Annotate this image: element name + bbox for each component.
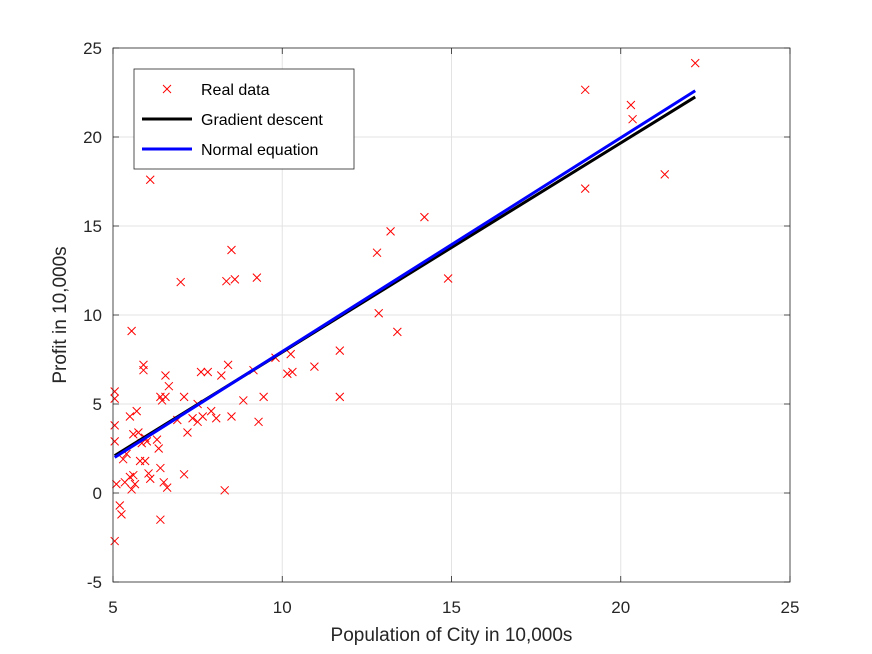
data-point (386, 226, 395, 236)
data-point (156, 515, 165, 525)
data-point (420, 212, 429, 222)
data-point (206, 406, 216, 416)
data-point (134, 428, 143, 437)
data-point (690, 58, 700, 68)
data-point (335, 392, 345, 402)
data-point (660, 170, 670, 179)
x-tick-label: 15 (442, 598, 461, 617)
data-point (254, 417, 263, 427)
data-point (117, 510, 126, 519)
y-tick-label: 5 (93, 395, 102, 414)
data-point (110, 437, 120, 446)
legend: Real data Gradient descent Normal equati… (133, 68, 355, 170)
data-point (127, 326, 136, 336)
data-point (140, 456, 150, 466)
data-point (203, 367, 213, 377)
data-point (372, 248, 382, 258)
data-point (110, 387, 120, 396)
data-point (238, 396, 248, 405)
data-point (288, 367, 297, 377)
data-point (112, 479, 121, 489)
data-point (164, 381, 174, 391)
data-point (110, 536, 120, 546)
data-point (580, 184, 590, 193)
data-point (188, 413, 197, 423)
data-point (110, 394, 120, 404)
data-point (125, 412, 135, 421)
data-point (183, 428, 192, 437)
y-tick-label: 20 (83, 128, 102, 147)
y-tick-label: 15 (83, 217, 102, 236)
axis-ticks: 5 10 15 20 25 -5 0 5 10 15 20 25 (83, 39, 799, 617)
data-point (176, 277, 186, 287)
x-tick-label: 20 (611, 598, 630, 617)
data-point (128, 470, 138, 480)
y-axis-label: Profit in 10,000s (50, 246, 71, 383)
normal-equation-line (113, 89, 697, 459)
data-point (628, 114, 637, 124)
data-point (580, 85, 590, 95)
data-point (282, 369, 292, 379)
data-point (154, 444, 164, 453)
data-point (223, 360, 233, 370)
data-point (118, 454, 128, 464)
data-point (127, 485, 136, 494)
data-point (374, 308, 384, 318)
data-point (159, 477, 169, 487)
data-point (198, 412, 208, 421)
data-point (161, 392, 170, 402)
data-point (227, 412, 236, 421)
data-point (145, 474, 155, 484)
legend-label-real-data: Real data (201, 82, 270, 99)
data-point (335, 346, 345, 355)
data-point (227, 245, 236, 255)
data-point (139, 365, 148, 375)
data-point (259, 392, 268, 402)
data-point (152, 435, 162, 444)
data-point (132, 406, 142, 416)
y-tick-label: 0 (93, 484, 102, 503)
x-tick-label: 25 (781, 598, 800, 617)
x-axis-label: Population of City in 10,000s (331, 625, 573, 646)
data-point (162, 483, 172, 493)
data-point (230, 275, 240, 284)
data-point (115, 501, 125, 510)
data-point (310, 362, 319, 371)
x-tick-label: 10 (273, 598, 292, 617)
data-point (161, 371, 170, 380)
data-point (222, 276, 231, 286)
data-point (179, 392, 189, 402)
scatter-points (110, 58, 700, 546)
y-tick-label: -5 (87, 573, 102, 592)
data-point (216, 371, 226, 380)
data-point (220, 485, 230, 495)
data-point (392, 327, 402, 337)
data-point (179, 469, 189, 479)
data-point (443, 274, 453, 283)
data-point (145, 175, 155, 185)
data-point (626, 100, 636, 110)
legend-label-gradient-descent: Gradient descent (201, 112, 323, 129)
y-tick-label: 25 (83, 39, 102, 58)
legend-label-normal-equation: Normal equation (201, 142, 318, 159)
fit-lines (113, 89, 697, 459)
data-point (130, 479, 140, 489)
x-tick-label: 5 (108, 598, 117, 617)
data-point (286, 349, 296, 359)
data-point (110, 421, 120, 430)
data-point (252, 273, 262, 282)
data-point (196, 367, 206, 377)
y-tick-label: 10 (83, 306, 102, 325)
data-point (128, 429, 138, 439)
data-point (144, 469, 153, 478)
data-point (211, 413, 221, 423)
legend-marker-real-data (162, 84, 172, 94)
data-point (156, 463, 165, 473)
